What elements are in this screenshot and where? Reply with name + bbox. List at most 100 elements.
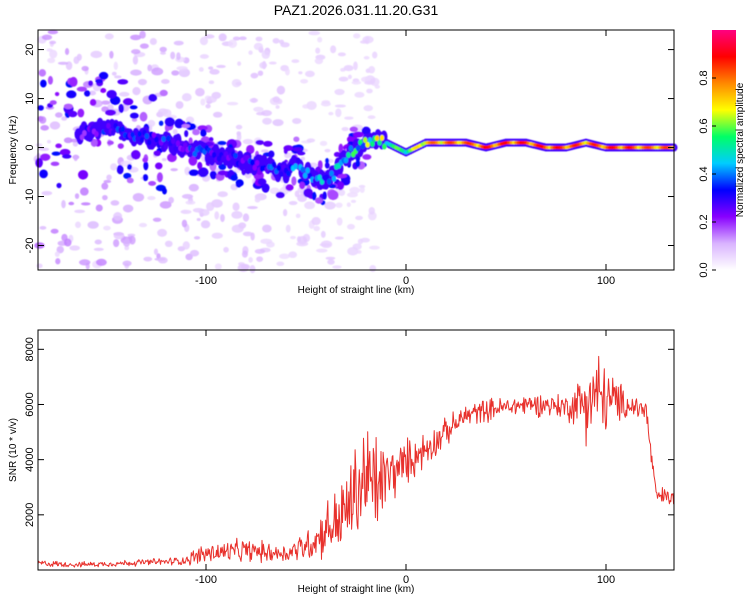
colorbar-tick-label: 0.4 xyxy=(698,166,710,181)
spectrogram-scatter xyxy=(174,118,184,129)
spectrogram-speckle xyxy=(276,85,286,95)
spectrogram-ridge-core xyxy=(166,135,171,142)
spectrogram-speckle xyxy=(132,55,139,65)
spectrogram-speckle xyxy=(288,200,298,206)
spectrogram-scatter xyxy=(122,98,134,106)
snr-xtick-label: 0 xyxy=(403,574,409,586)
spectrogram-speckle xyxy=(193,236,201,240)
spectrogram-speckle xyxy=(47,29,59,35)
spectrogram-speckle xyxy=(359,186,365,193)
spectrogram-scatter xyxy=(142,157,148,163)
spectrogram-scatter xyxy=(162,187,167,195)
spectrogram-ytick-label: 10 xyxy=(24,92,36,104)
spectrogram-speckle xyxy=(369,245,380,250)
spectrogram-speckle xyxy=(347,247,359,256)
spectrogram-speckle xyxy=(47,57,56,64)
spectrogram-speckle xyxy=(123,239,131,247)
spectrogram-speckle xyxy=(109,50,114,59)
spectrogram-speckle xyxy=(266,241,275,248)
spectrogram-speckle xyxy=(343,65,354,72)
spectrogram-speckle xyxy=(74,193,80,199)
spectrogram-ridge-core xyxy=(82,130,87,137)
spectrogram-speckle xyxy=(73,154,78,162)
spectrogram-speckle xyxy=(209,69,220,75)
spectrogram-speckle xyxy=(279,253,290,260)
spectrogram-speckle xyxy=(192,207,205,213)
spectrogram-speckle xyxy=(297,194,308,203)
spectrogram-speckle xyxy=(335,202,343,208)
spectrogram-speckle xyxy=(214,263,222,270)
spectrogram-scatter xyxy=(322,191,327,200)
snr-ytick-label: 2000 xyxy=(24,503,36,527)
spectrogram-speckle xyxy=(368,66,376,74)
spectrogram-scatter xyxy=(98,71,109,80)
spectrogram-speckle xyxy=(261,50,271,59)
spectrogram-scatter xyxy=(37,105,44,111)
spectrogram-speckle xyxy=(111,71,117,76)
spectrogram-speckle xyxy=(73,56,80,64)
spectrogram-scatter xyxy=(257,178,267,186)
spectrogram-ridge-core xyxy=(355,145,361,152)
colorbar-ticks: 0.0 0.2 0.4 0.6 0.8 xyxy=(698,70,716,278)
spectrogram-speckle xyxy=(324,148,331,153)
spectrogram-xtick-label: 100 xyxy=(597,275,615,287)
spectrogram-speckle xyxy=(61,200,66,209)
spectrogram-speckle xyxy=(359,40,369,44)
spectrogram-speckle xyxy=(282,209,288,217)
spectrogram-speckle xyxy=(250,72,259,79)
spectrogram-scatter xyxy=(217,170,228,176)
spectrogram-scatter xyxy=(47,75,53,85)
spectrogram-ridge-core xyxy=(180,146,185,153)
snr-ytick-label: 4000 xyxy=(24,447,36,471)
spectrogram-speckle xyxy=(49,121,61,130)
spectrogram-ridge-core xyxy=(348,145,353,152)
spectrogram-speckle xyxy=(56,245,64,254)
spectrogram-ridge-core xyxy=(171,137,176,144)
spectrogram-speckle xyxy=(369,265,377,272)
spectrogram-ridge-core xyxy=(154,136,159,143)
spectrogram-speckle xyxy=(254,248,266,254)
snr-ylabel: SNR (10 * v/v) xyxy=(8,418,19,482)
spectrogram-speckle xyxy=(182,241,190,250)
spectrogram-speckle xyxy=(36,263,43,269)
spectrogram-scatter xyxy=(39,169,48,179)
spectrogram-scatter xyxy=(255,139,264,146)
spectrogram-speckle xyxy=(57,61,69,65)
spectrogram-speckle xyxy=(93,247,104,252)
spectrogram-speckle xyxy=(338,76,349,82)
spectrogram-scatter xyxy=(209,170,217,180)
spectrogram-speckle xyxy=(153,248,159,256)
spectrogram-ridge-core xyxy=(255,159,260,166)
spectrogram-speckle xyxy=(257,70,264,76)
spectrogram-speckle xyxy=(344,116,354,120)
spectrogram-speckle xyxy=(217,191,228,198)
spectrogram-speckle xyxy=(332,265,342,269)
spectrogram-speckle xyxy=(367,115,376,120)
spectrogram-scatter xyxy=(90,138,98,147)
spectrogram-scatter xyxy=(84,90,91,97)
spectrogram-ridge-core xyxy=(303,172,308,179)
spectrogram-speckle xyxy=(49,40,57,45)
spectrogram-speckle xyxy=(139,30,146,39)
spectrogram-speckle xyxy=(272,96,280,103)
spectrogram-speckle xyxy=(168,196,174,204)
spectrogram-speckle xyxy=(353,33,361,39)
spectrogram-ridge-core xyxy=(137,131,142,138)
spectrogram-scatter xyxy=(40,153,51,161)
spectrogram-ridge-core xyxy=(233,152,238,159)
spectrogram-speckle xyxy=(130,69,142,76)
spectrogram-speckle xyxy=(259,62,268,69)
spectrogram-speckle xyxy=(40,125,50,131)
spectrogram-scatter xyxy=(117,143,124,149)
spectrogram-scatter xyxy=(127,164,132,171)
spectrogram-scatter xyxy=(158,120,164,126)
spectrogram-speckle xyxy=(317,36,323,43)
spectrogram-speckle xyxy=(231,224,244,233)
spectrogram-speckle xyxy=(137,78,147,86)
spectrogram-speckle xyxy=(124,245,130,251)
spectrogram-speckle xyxy=(205,103,211,109)
spectrogram-ytick-label: -20 xyxy=(24,238,36,254)
spectrogram-speckle xyxy=(55,112,63,118)
colorbar: 0.0 0.2 0.4 0.6 0.8 Normalized spectral ampl… xyxy=(698,30,746,278)
